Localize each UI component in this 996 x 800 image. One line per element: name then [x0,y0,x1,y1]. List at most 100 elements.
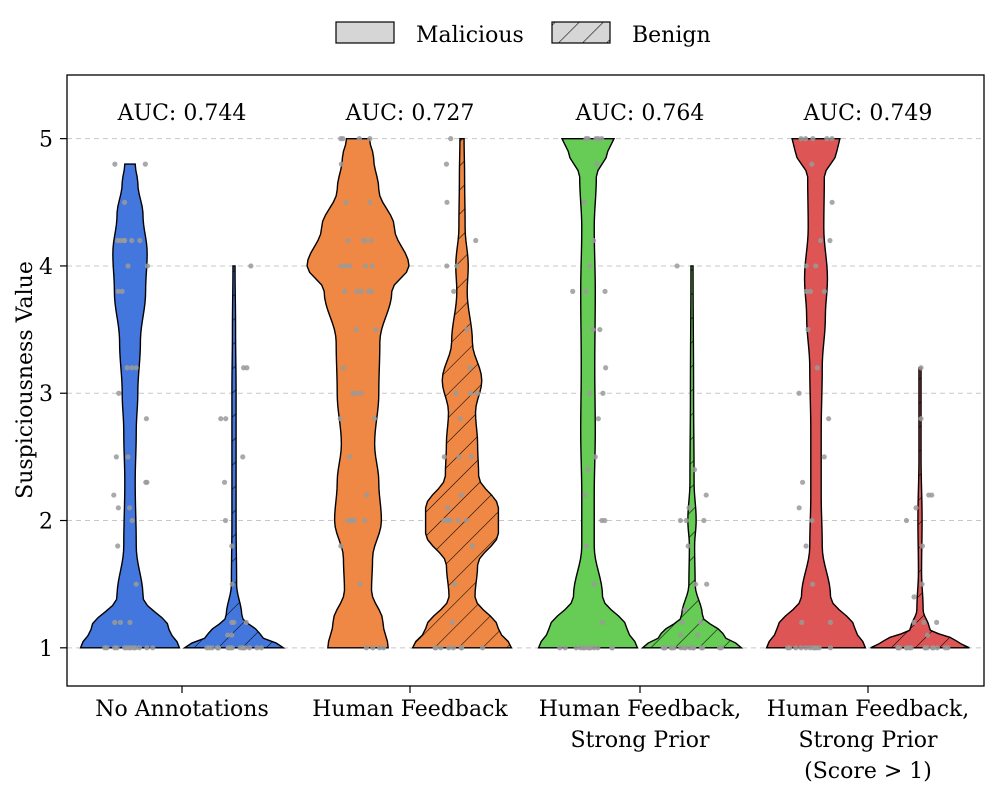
data-point-malicious [354,288,360,294]
data-point-malicious [345,237,351,244]
data-point-benign [682,607,688,613]
data-point-benign [453,390,459,396]
data-point-malicious [590,237,597,244]
data-point-benign [454,263,460,269]
data-point-malicious [809,581,816,587]
legend: Malicious Benign [335,21,711,48]
data-point-malicious [129,365,135,371]
data-point-benign [254,645,260,651]
x-tick-label: No Annotations [95,697,269,722]
data-point-benign [469,543,476,549]
data-point-malicious [813,263,819,269]
data-point-malicious [133,581,139,587]
data-point-benign [240,454,246,460]
data-point-benign [934,619,940,625]
data-point-benign [223,416,229,422]
data-point-malicious [814,365,820,371]
data-point-malicious [111,492,117,498]
data-point-benign [445,505,451,511]
data-point-malicious [345,517,351,524]
data-point-benign [895,645,901,651]
data-point-benign [218,416,224,422]
y-tick-label: 3 [39,382,53,407]
data-point-benign [246,645,253,651]
data-point-malicious [787,645,793,651]
data-point-benign [229,619,235,625]
data-point-malicious [129,237,135,244]
data-point-malicious [367,199,373,205]
data-point-malicious [142,161,148,167]
data-point-benign [225,632,231,638]
data-point-benign [214,645,221,651]
data-point-benign [691,467,698,473]
legend-swatch-benign [551,21,611,44]
data-point-malicious [827,645,834,651]
data-point-malicious [353,390,359,396]
data-point-benign [444,517,450,524]
data-point-malicious [117,619,124,625]
data-point-malicious [358,390,364,396]
data-point-malicious [337,416,343,422]
data-point-malicious [362,517,368,524]
data-point-malicious [802,136,809,142]
data-point-malicious [803,288,809,294]
data-point-benign [240,645,246,651]
data-point-malicious [125,263,131,269]
data-point-malicious [132,645,138,651]
data-point-benign [716,645,723,651]
auc-label-layer: AUC: 0.744 AUC: 0.727 AUC: 0.764 AUC: 0.749 [117,101,933,126]
data-point-malicious [341,288,348,294]
data-point-malicious [137,237,143,244]
violin-benign-hatch [184,265,284,648]
auc-label: AUC: 0.749 [803,101,933,126]
auc-label: AUC: 0.744 [117,101,247,126]
y-tick-label: 1 [39,637,53,662]
data-point-malicious [342,263,349,269]
data-point-malicious [338,543,344,549]
data-point-malicious [609,645,615,651]
data-point-benign [682,645,688,651]
x-tick-label: Human Feedback, [767,697,970,722]
data-point-benign [467,365,473,371]
data-point-malicious [799,619,805,625]
data-point-malicious [144,479,150,485]
data-point-malicious [803,543,809,549]
data-point-benign [468,454,474,460]
data-point-malicious [799,479,806,485]
violin-benign-outline [182,265,286,649]
data-point-malicious [809,161,815,167]
data-point-malicious [829,199,835,205]
data-point-malicious [595,645,601,651]
data-point-malicious [150,645,156,651]
data-point-benign [704,581,710,587]
data-point-benign [903,517,910,524]
y-tick-label: 5 [39,128,53,153]
data-point-malicious [343,199,349,205]
plot-frame [66,74,985,687]
data-point-malicious [124,365,130,371]
data-point-malicious [793,645,799,651]
data-point-malicious [133,365,139,371]
data-point-benign [911,619,917,625]
data-point-malicious [112,161,118,167]
data-point-benign [903,645,910,651]
data-point-malicious [115,543,121,549]
data-point-benign [692,581,699,587]
data-point-malicious [122,237,128,244]
data-point-malicious [798,645,804,651]
data-point-malicious [809,517,815,524]
data-point-benign [698,619,704,625]
data-point-benign [458,492,464,498]
data-point-malicious [829,136,835,142]
data-point-benign [229,581,235,587]
data-point-malicious [583,543,590,549]
data-point-benign [456,454,462,460]
data-point-malicious [144,263,151,269]
data-point-malicious [358,288,364,294]
data-point-malicious [112,619,118,625]
data-point-malicious [127,645,133,651]
data-point-benign [433,645,439,651]
data-point-malicious [357,581,363,587]
data-point-malicious [369,263,375,269]
